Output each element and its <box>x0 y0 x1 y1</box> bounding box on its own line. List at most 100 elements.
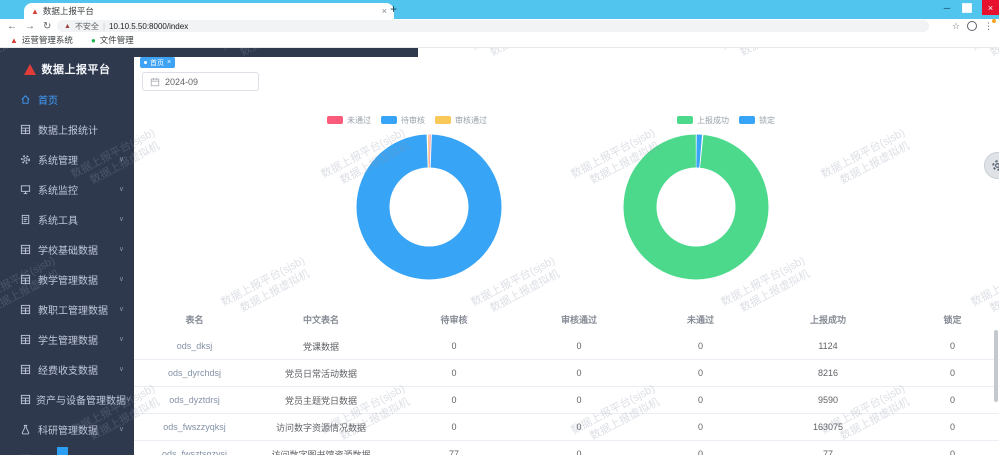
bookmark-item-1[interactable]: ▲ 运营管理系统 <box>10 34 73 46</box>
sidebar-item-系统工具[interactable]: 系统工具 ∨ <box>0 204 134 234</box>
menu-item-icon <box>20 213 33 225</box>
menu-item-icon <box>20 243 33 255</box>
table-cell: ods_fwszzyqksj <box>134 413 255 441</box>
tab-favicon-icon: ▲ <box>31 6 39 16</box>
col-header-approved: 审核通过 <box>560 314 597 325</box>
back-icon[interactable]: ← <box>7 20 17 32</box>
sidebar: 数据上报平台 首页 数据上报统计 系统管理 ∨ 系统监控 ∨ 系统工具 ∨ 学校… <box>0 48 134 455</box>
table-row[interactable]: ods_fwszzyqksj 访问数字资源情况数据 0 0 0 163075 0 <box>134 413 999 441</box>
bookmark-item-2[interactable]: ● 文件管理 <box>91 34 134 46</box>
sidebar-item-科研管理数据[interactable]: 科研管理数据 ∨ <box>0 414 134 444</box>
tab-close-icon[interactable]: × <box>381 6 387 16</box>
legend-item[interactable]: 审核通过 <box>435 115 487 126</box>
tab-tag-home[interactable]: 首页 × <box>140 57 176 68</box>
sidebar-item-教学管理数据[interactable]: 教学管理数据 ∨ <box>0 264 134 294</box>
menu-item-icon <box>20 93 33 105</box>
logo-triangle-icon <box>23 63 36 75</box>
table-cell: ods_dyztdrsj <box>134 386 255 414</box>
watermark-line2: 数据上报虚拟机 <box>738 48 814 60</box>
donut-segment <box>356 134 502 280</box>
legend-item[interactable]: 锁定 <box>739 115 775 126</box>
col-header-table-name: 表名 <box>185 314 204 325</box>
sidebar-item-经费收支数据[interactable]: 经费收支数据 ∨ <box>0 354 134 384</box>
legend-label: 未通过 <box>347 115 371 125</box>
menu-item-label: 数据上报统计 <box>38 125 98 137</box>
profile-avatar-icon[interactable] <box>967 21 977 31</box>
bookmark-star-icon[interactable]: ☆ <box>951 20 960 31</box>
table-cell: 0 <box>387 386 521 414</box>
browser-menu-icon[interactable]: ⋮ <box>984 18 996 32</box>
window-close-button[interactable]: × <box>982 0 999 15</box>
menu-item-label: 资产与设备管理数据 <box>36 395 126 407</box>
app-header-strip <box>0 48 418 57</box>
table-row[interactable]: ods_dyrchdsj 党员日常活动数据 0 0 0 8216 0 <box>134 359 999 387</box>
table-cell: 0 <box>521 440 637 455</box>
sidebar-item-数据上报统计[interactable]: 数据上报统计 <box>0 114 134 144</box>
tag-label: 首页 <box>150 59 164 67</box>
browser-tab[interactable]: ▲ 数据上报平台 × <box>24 3 394 19</box>
table-cell: 0 <box>387 333 521 360</box>
bookmark-green-icon: ● <box>90 35 96 45</box>
table-row[interactable]: ods_dyztdrsj 党员主题党日数据 0 0 0 9590 0 <box>134 386 999 414</box>
table-row[interactable]: ods_fwsztsgzysj 访问数字图书馆资源数据 77 0 0 77 0 <box>134 440 999 455</box>
table-cell: 党员主题党日数据 <box>255 386 387 414</box>
settings-gear-button[interactable] <box>984 152 999 179</box>
sidebar-item-学校基础数据[interactable]: 学校基础数据 ∨ <box>0 234 134 264</box>
menu-item-label: 系统监控 <box>38 185 78 197</box>
table-cell: 77 <box>387 440 521 455</box>
tag-dot-icon <box>144 61 147 64</box>
sidebar-item-系统监控[interactable]: 系统监控 ∨ <box>0 174 134 204</box>
sidebar-item-学生管理数据[interactable]: 学生管理数据 ∨ <box>0 324 134 354</box>
address-bar[interactable]: ▲ 不安全 | 10.10.5.50:8000/index <box>57 20 929 32</box>
watermark-unit: 数据上报平台(sjsb) 数据上报虚拟机 <box>469 48 564 66</box>
audit-status-donut-chart <box>356 134 502 280</box>
month-picker-value: 2024-09 <box>165 76 199 87</box>
table-cell: 0 <box>637 413 764 441</box>
legend-label: 锁定 <box>759 115 775 125</box>
gear-icon <box>992 160 999 171</box>
report-status-donut-chart <box>623 134 769 280</box>
forward-icon[interactable]: → <box>25 20 35 32</box>
report-table: 表名 中文表名 待审核 审核通过 未通过 上报成功 锁定 ods_dksj 党课数… <box>134 305 999 455</box>
app-title: 数据上报平台 <box>41 64 111 76</box>
col-header-locked: 锁定 <box>943 314 962 325</box>
col-header-rejected: 未通过 <box>686 314 714 325</box>
chevron-down-icon: ∨ <box>118 186 124 193</box>
table-header-row: 表名 中文表名 待审核 审核通过 未通过 上报成功 锁定 <box>134 305 999 333</box>
sidebar-item-home[interactable]: 首页 <box>0 84 134 114</box>
table-cell: 访问数字图书馆资源数据 <box>255 440 387 455</box>
table-cell: 0 <box>387 359 521 387</box>
legend-swatch <box>677 116 693 124</box>
tag-close-icon[interactable]: × <box>167 59 172 66</box>
table-cell: 访问数字资源情况数据 <box>255 413 387 441</box>
address-separator: | <box>102 21 106 31</box>
table-cell: 0 <box>892 386 999 414</box>
sidebar-item-系统管理[interactable]: 系统管理 ∨ <box>0 144 134 174</box>
sidebar-item-资产与设备管理数据[interactable]: 资产与设备管理数据 ∨ <box>0 384 134 414</box>
table-cell: 0 <box>892 440 999 455</box>
sidebar-item-教职工管理数据[interactable]: 教职工管理数据 ∨ <box>0 294 134 324</box>
table-cell: 0 <box>637 386 764 414</box>
legend-item[interactable]: 未通过 <box>327 115 371 126</box>
bookmark-label: 文件管理 <box>99 35 134 45</box>
watermark-line1: 数据上报平台(sjsb) <box>469 48 558 54</box>
month-picker-input[interactable]: 2024-09 <box>142 72 259 91</box>
legend-item[interactable]: 上报成功 <box>677 115 729 126</box>
legend-item[interactable]: 待审核 <box>381 115 425 126</box>
menu-item-icon <box>20 363 33 375</box>
reload-icon[interactable]: ↻ <box>43 20 52 32</box>
col-header-success: 上报成功 <box>809 314 846 325</box>
table-cell: 9590 <box>764 386 892 414</box>
page-scrollbar-thumb[interactable] <box>994 330 998 402</box>
legend-swatch <box>327 116 343 124</box>
donut-segment <box>623 134 769 280</box>
legend-label: 上报成功 <box>697 115 729 125</box>
chevron-down-icon: ∨ <box>118 426 124 433</box>
window-minimize-button[interactable]: ─ <box>943 2 951 13</box>
table-cell: 0 <box>521 359 637 387</box>
new-tab-button[interactable]: + <box>390 2 398 16</box>
table-cell: ods_fwsztsgzysj <box>134 440 255 455</box>
table-row[interactable]: ods_dksj 党课数据 0 0 0 1124 0 <box>134 333 999 360</box>
window-maximize-button[interactable] <box>959 0 975 15</box>
